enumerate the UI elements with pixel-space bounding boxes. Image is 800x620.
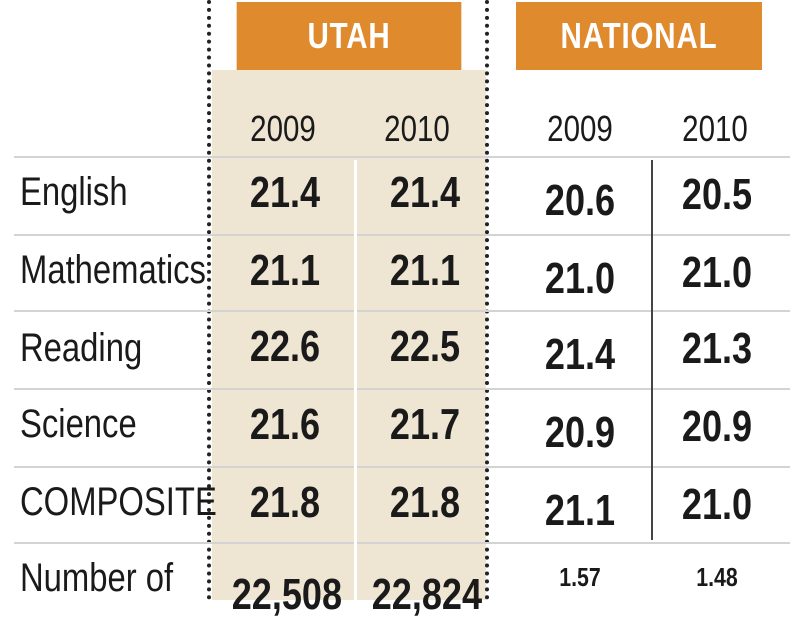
national-year-separator — [651, 160, 653, 540]
row-label-science: Science — [20, 402, 137, 446]
year-utah-2009: 2009 — [250, 108, 316, 149]
cell-science-utah-2010: 21.7 — [389, 400, 461, 449]
year-utah-2010: 2010 — [384, 108, 450, 149]
row-divider — [14, 310, 790, 312]
cell-mathematics-national-2010: 21.0 — [681, 248, 753, 297]
cell-number-national-2010: 1.48 — [696, 562, 738, 592]
year-national-2010: 2010 — [682, 108, 748, 149]
cell-reading-utah-2010: 22.5 — [389, 322, 461, 371]
row-divider — [14, 388, 790, 390]
cell-english-national-2010: 20.5 — [681, 170, 753, 219]
utah-column-background — [212, 70, 486, 600]
cell-number-national-2009: 1.57 — [559, 562, 601, 592]
national-header: NATIONAL — [516, 2, 762, 70]
row-label-mathematics: Mathematics — [20, 248, 206, 292]
cell-english-national-2009: 20.6 — [544, 176, 616, 225]
row-label-composite: COMPOSITE — [20, 480, 217, 524]
cell-reading-national-2010: 21.3 — [681, 324, 753, 373]
row-label-english: English — [20, 170, 128, 214]
row-label-number-of: Number of — [20, 556, 174, 600]
cell-composite-utah-2009: 21.8 — [249, 478, 321, 527]
cell-science-utah-2009: 21.6 — [249, 400, 321, 449]
cell-reading-utah-2009: 22.6 — [249, 322, 321, 371]
cell-science-national-2009: 20.9 — [544, 408, 616, 457]
cell-reading-national-2009: 21.4 — [544, 330, 616, 379]
cell-science-national-2010: 20.9 — [681, 402, 753, 451]
utah-right-dotted-border — [485, 0, 489, 600]
cell-composite-national-2009: 21.1 — [544, 486, 616, 535]
row-divider — [14, 234, 790, 236]
row-divider — [14, 466, 790, 468]
utah-year-separator — [354, 160, 357, 600]
cell-mathematics-national-2009: 21.0 — [544, 254, 616, 303]
cell-number-utah-2009: 22,508 — [231, 570, 343, 619]
year-national-2009: 2009 — [547, 108, 613, 149]
cell-english-utah-2010: 21.4 — [389, 168, 461, 217]
cell-number-utah-2010: 22,824 — [371, 570, 483, 619]
cell-mathematics-utah-2009: 21.1 — [249, 246, 321, 295]
cell-english-utah-2009: 21.4 — [249, 168, 321, 217]
row-divider — [14, 542, 790, 544]
cell-composite-utah-2010: 21.8 — [389, 478, 461, 527]
utah-left-dotted-border — [207, 0, 211, 600]
cell-mathematics-utah-2010: 21.1 — [389, 246, 461, 295]
cell-composite-national-2010: 21.0 — [681, 480, 753, 529]
row-divider — [14, 156, 790, 158]
utah-header: UTAH — [236, 2, 462, 70]
row-label-reading: Reading — [20, 326, 143, 370]
